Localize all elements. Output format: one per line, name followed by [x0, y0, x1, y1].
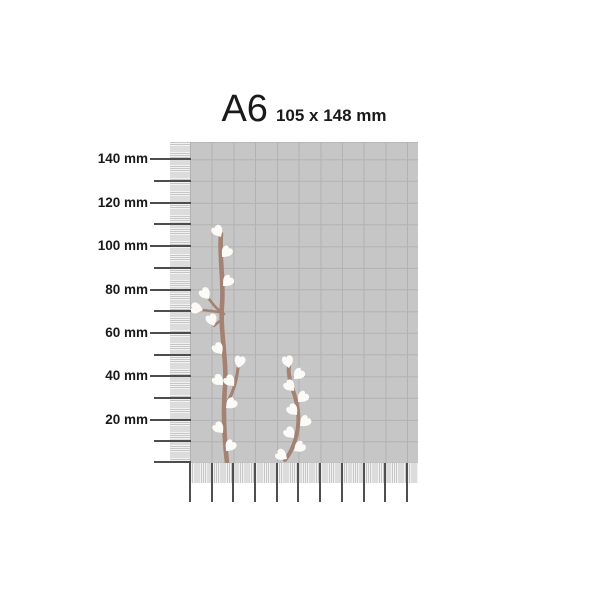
vertical-ruler-strip [170, 142, 190, 463]
ruler-label-100mm: 100 mm [97, 238, 148, 253]
ruler-tick-0 [154, 461, 191, 463]
ruler-tick-100 [150, 245, 191, 247]
bottom-tick-80 [363, 463, 365, 502]
ruler-tick-40 [150, 375, 191, 377]
ruler-label-60mm: 60 mm [105, 325, 148, 340]
ruler-label-40mm: 40 mm [105, 368, 148, 383]
ruler-tick-10 [154, 440, 191, 442]
pussy-willow-buds-tall [190, 223, 247, 455]
bottom-tick-50 [297, 463, 299, 502]
horizontal-ruler-strip [190, 463, 418, 483]
bottom-tick-20 [232, 463, 234, 502]
bottom-tick-100 [406, 463, 408, 502]
ruler-tick-20 [150, 419, 191, 421]
bottom-tick-10 [211, 463, 213, 502]
bottom-tick-0 [189, 463, 191, 502]
ruler-label-20mm: 20 mm [105, 412, 148, 427]
ruler-tick-140 [150, 158, 191, 160]
ruler-tick-80 [150, 289, 191, 291]
bottom-tick-90 [384, 463, 386, 502]
ruler-tick-60 [150, 332, 191, 334]
page-subtitle: 105 x 148 mm [275, 106, 387, 125]
bottom-tick-40 [276, 463, 278, 502]
ruler-tick-110 [154, 223, 191, 225]
ruler-label-120mm: 120 mm [97, 195, 148, 210]
ruler-tick-70 [154, 310, 191, 312]
ruler-tick-50 [154, 354, 191, 356]
pussy-willow-illustration [190, 223, 313, 463]
ruler-label-80mm: 80 mm [105, 282, 148, 297]
paper-sheet-a6 [190, 142, 418, 463]
bottom-tick-70 [341, 463, 343, 502]
pussy-willow-branch-short-icon [283, 364, 301, 462]
ruler-label-140mm: 140 mm [97, 151, 148, 166]
ruler-tick-130 [154, 180, 191, 182]
page-title: A6 [221, 88, 268, 130]
title-row: A6 105 x 148 mm [190, 88, 418, 132]
bottom-tick-30 [254, 463, 256, 502]
ruler-tick-90 [154, 267, 191, 269]
bottom-tick-60 [319, 463, 321, 502]
ruler-tick-30 [154, 397, 191, 399]
pussy-willow-branch-tall-icon [201, 231, 240, 463]
ruler-tick-120 [150, 202, 191, 204]
